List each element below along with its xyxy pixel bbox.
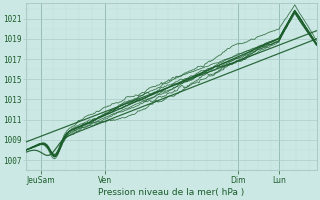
X-axis label: Pression niveau de la mer( hPa ): Pression niveau de la mer( hPa ) [98,188,244,197]
